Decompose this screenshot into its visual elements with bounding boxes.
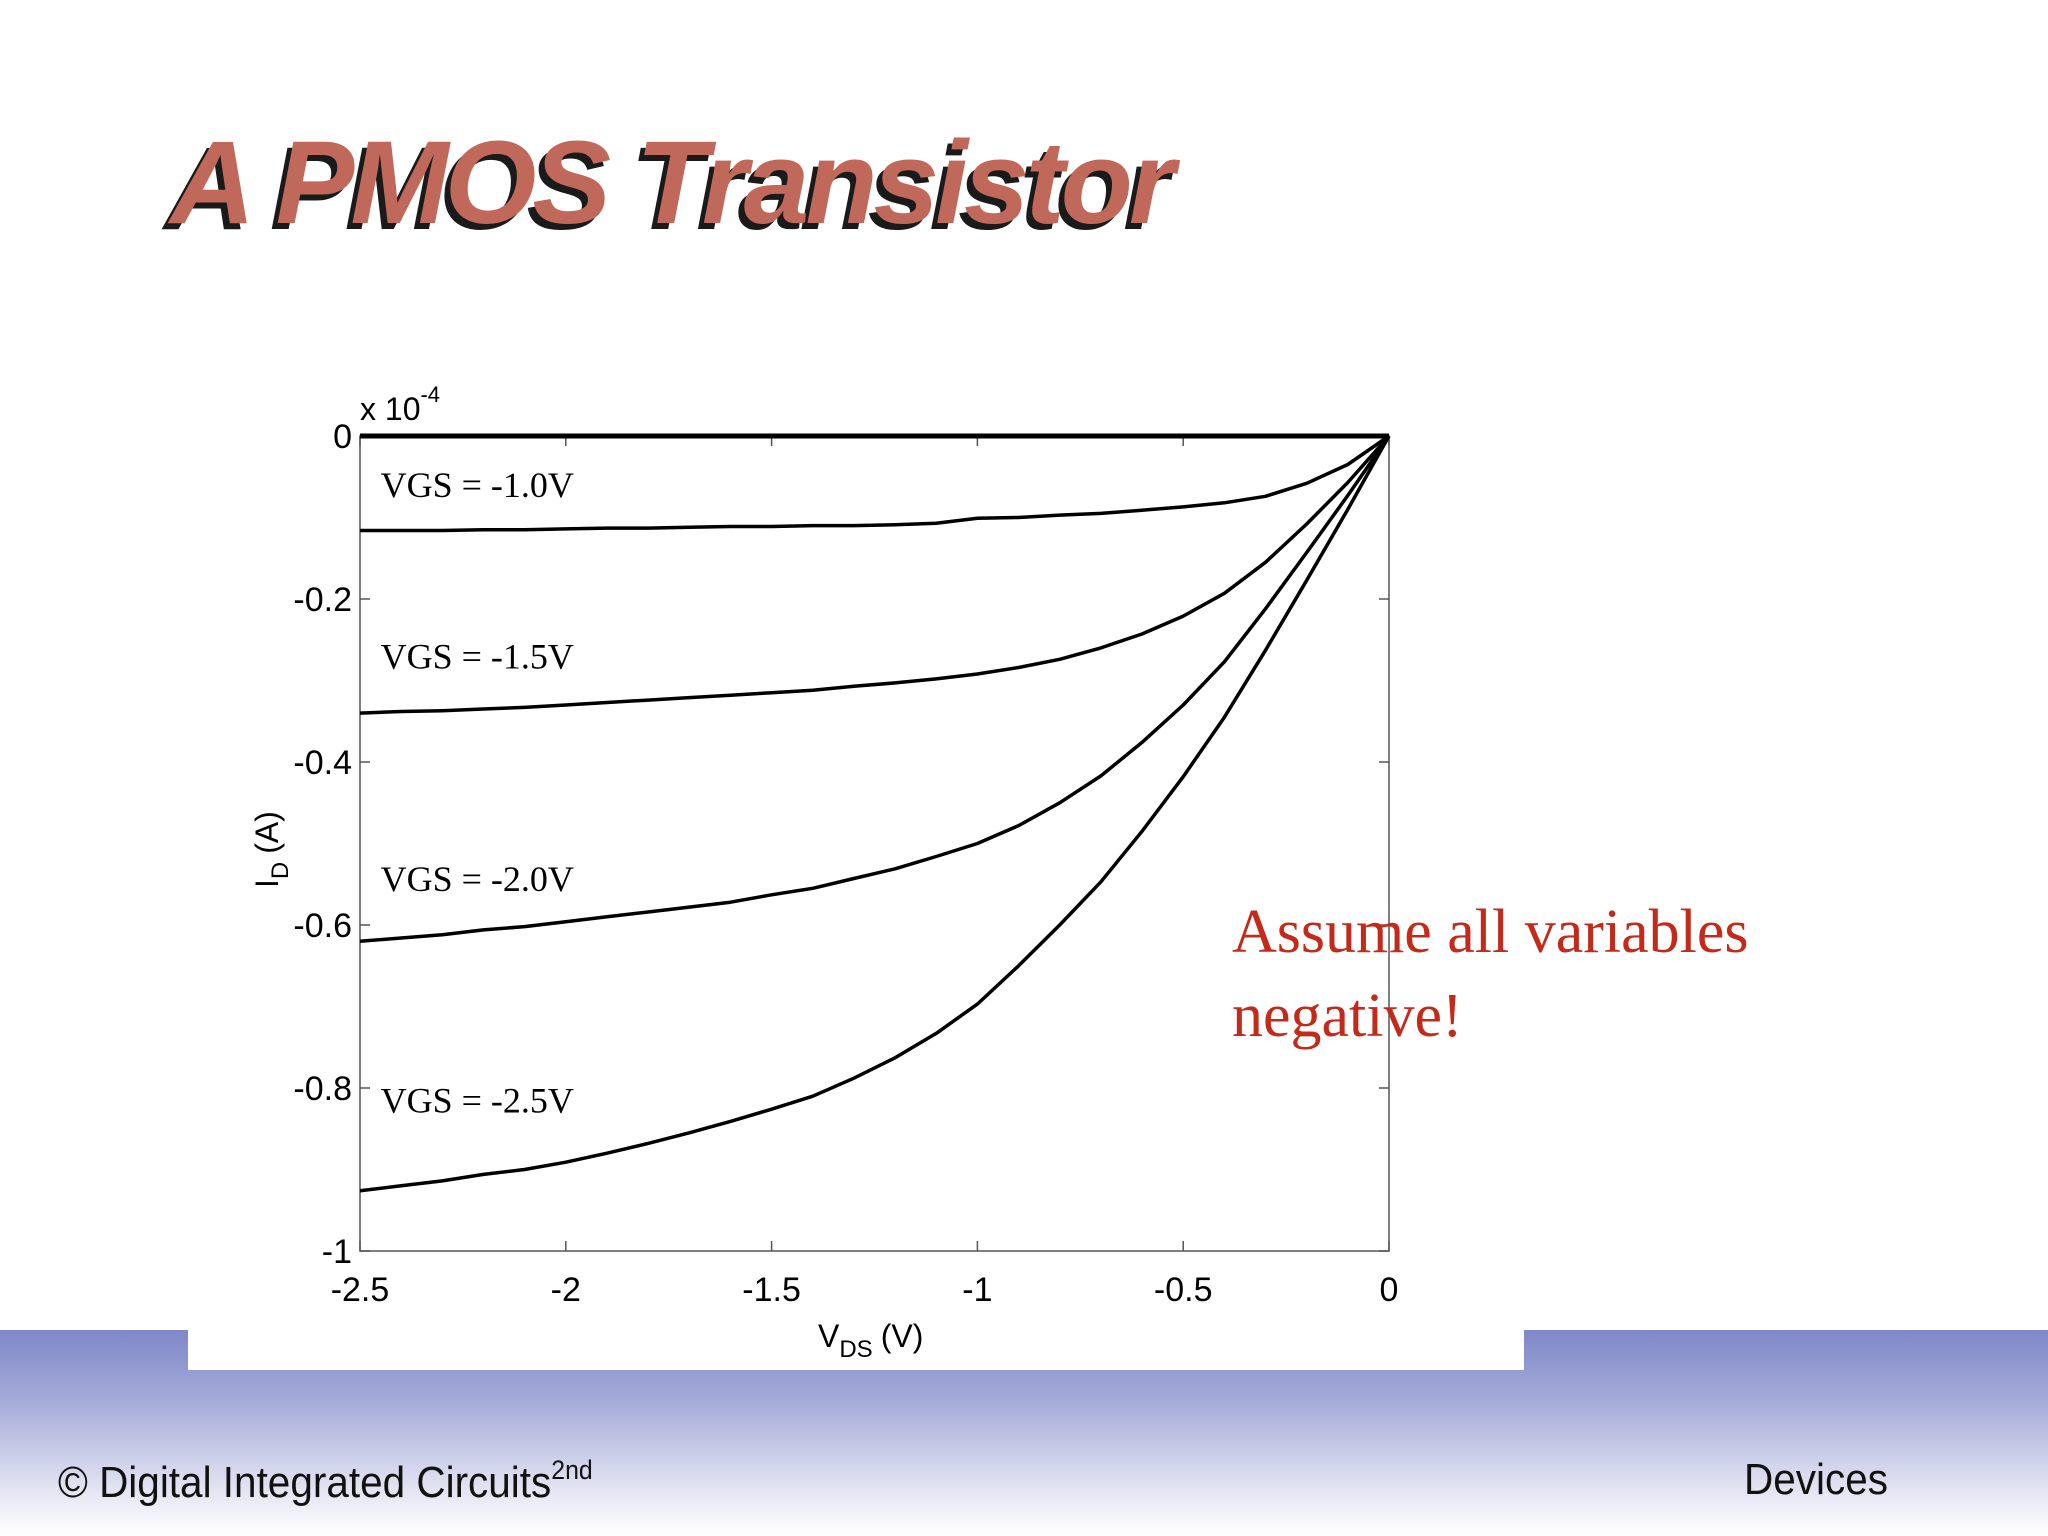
- series-line: [360, 434, 1390, 533]
- x-axis-label: VDS (V): [818, 1318, 923, 1363]
- series-line: [359, 435, 1391, 944]
- curve-label: VGS = -1.0V: [381, 465, 574, 505]
- chart-panel: [188, 370, 1524, 1370]
- x-tick-label: -2.5: [331, 1271, 390, 1309]
- series-line: [359, 435, 1391, 1193]
- y-tick-label: -0.8: [293, 1070, 352, 1108]
- y-axis-label: ID(A): [249, 811, 294, 888]
- x-tick-label: 0: [1380, 1271, 1399, 1309]
- slide-title: A PMOS Transistor: [170, 117, 1175, 249]
- curve-labels: VGS = -1.0V VGS = -1.5V VGS = -2.0V VGS = -…: [381, 465, 574, 1120]
- axes: [359, 435, 1390, 1252]
- curve-label: VGS = -2.0V: [381, 859, 574, 899]
- x-tick-label: -2: [551, 1271, 581, 1309]
- y-tick-label: -1: [322, 1233, 352, 1271]
- y-tick-label: -0.4: [293, 744, 352, 782]
- footer-course-title: © Digital Integrated Circuits2nd: [58, 1455, 593, 1508]
- x-tick-label: -1: [962, 1271, 992, 1309]
- y-tick-label: -0.6: [293, 907, 352, 945]
- footer-edition: 2nd: [551, 1455, 593, 1485]
- ticks: -2.5 -2 -1.5 -1 -0.5 0 0 -0.2 -0.4 -0.6 -0.8 -1: [293, 418, 1398, 1309]
- series-lines: [359, 433, 1391, 1193]
- y-tick-label: -0.2: [293, 581, 352, 619]
- series-line: [359, 434, 1391, 715]
- y-multiplier-label: x 10-4: [360, 382, 440, 427]
- y-tick-label: 0: [333, 418, 352, 456]
- note-text: Assume all variables negative!: [1232, 898, 1749, 1050]
- x-tick-label: -0.5: [1154, 1271, 1213, 1309]
- plot-frame: [359, 435, 1390, 1252]
- curve-label: VGS = -2.5V: [381, 1080, 574, 1120]
- footer-section: Devices: [1744, 1455, 1888, 1504]
- x-tick-label: -1.5: [742, 1271, 801, 1309]
- curve-label: VGS = -1.5V: [381, 636, 574, 676]
- footer-course-name: © Digital Integrated Circuits: [58, 1458, 552, 1507]
